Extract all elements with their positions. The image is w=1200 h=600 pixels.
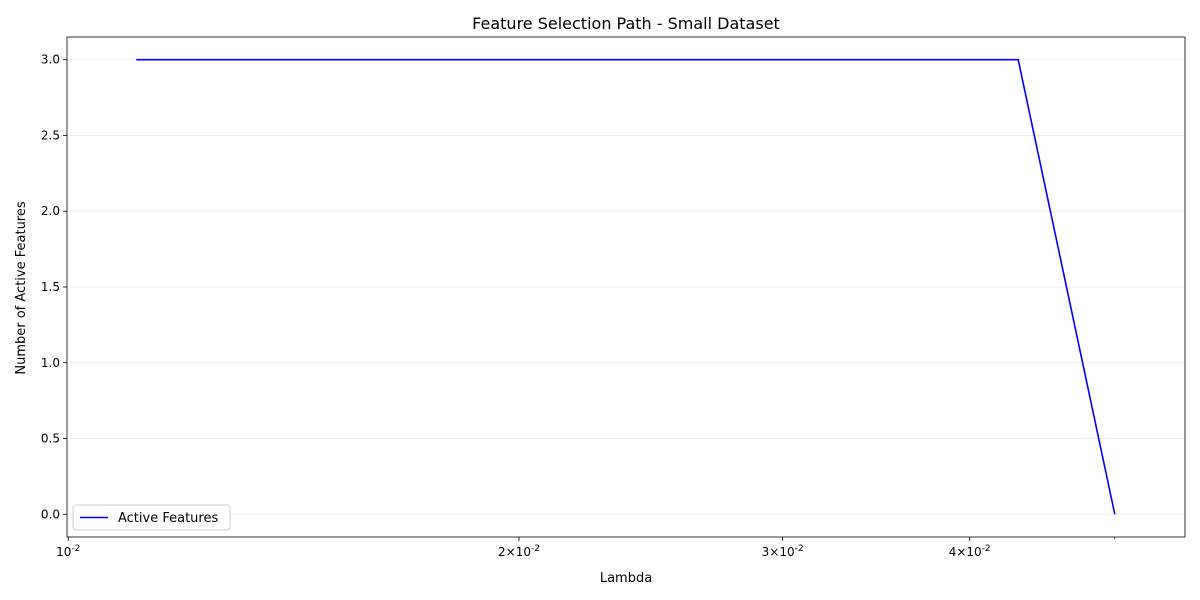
y-tick-label: 2.0 (41, 204, 60, 218)
chart-title: Feature Selection Path - Small Dataset (472, 14, 780, 33)
x-tick-label: 2×10-2 (498, 544, 540, 559)
x-axis: 10-2 2×10-2 3×10-2 4×10-2 (56, 537, 1116, 559)
legend-label-active-features: Active Features (118, 511, 218, 526)
x-axis-label: Lambda (600, 571, 652, 586)
legend-box (72, 504, 231, 531)
y-axis: 0.0 0.5 1.0 1.5 2.0 2.5 3.0 (41, 53, 67, 521)
y-tick-label: 1.0 (41, 356, 60, 370)
y-tick-label: 0.5 (41, 432, 60, 446)
y-axis-label: Number of Active Features (14, 201, 29, 374)
y-tick-label: 0.0 (41, 507, 60, 521)
y-tick-label: 3.0 (41, 53, 60, 67)
legend: Active Features (72, 504, 231, 531)
x-tick-label: 4×10-2 (949, 544, 991, 559)
x-tick-label: 3×10-2 (762, 544, 804, 559)
y-tick-label: 2.5 (41, 128, 60, 142)
y-tick-label: 1.5 (41, 280, 60, 294)
x-tick-label: 10-2 (56, 544, 80, 559)
series-line-active-features (136, 58, 1116, 515)
